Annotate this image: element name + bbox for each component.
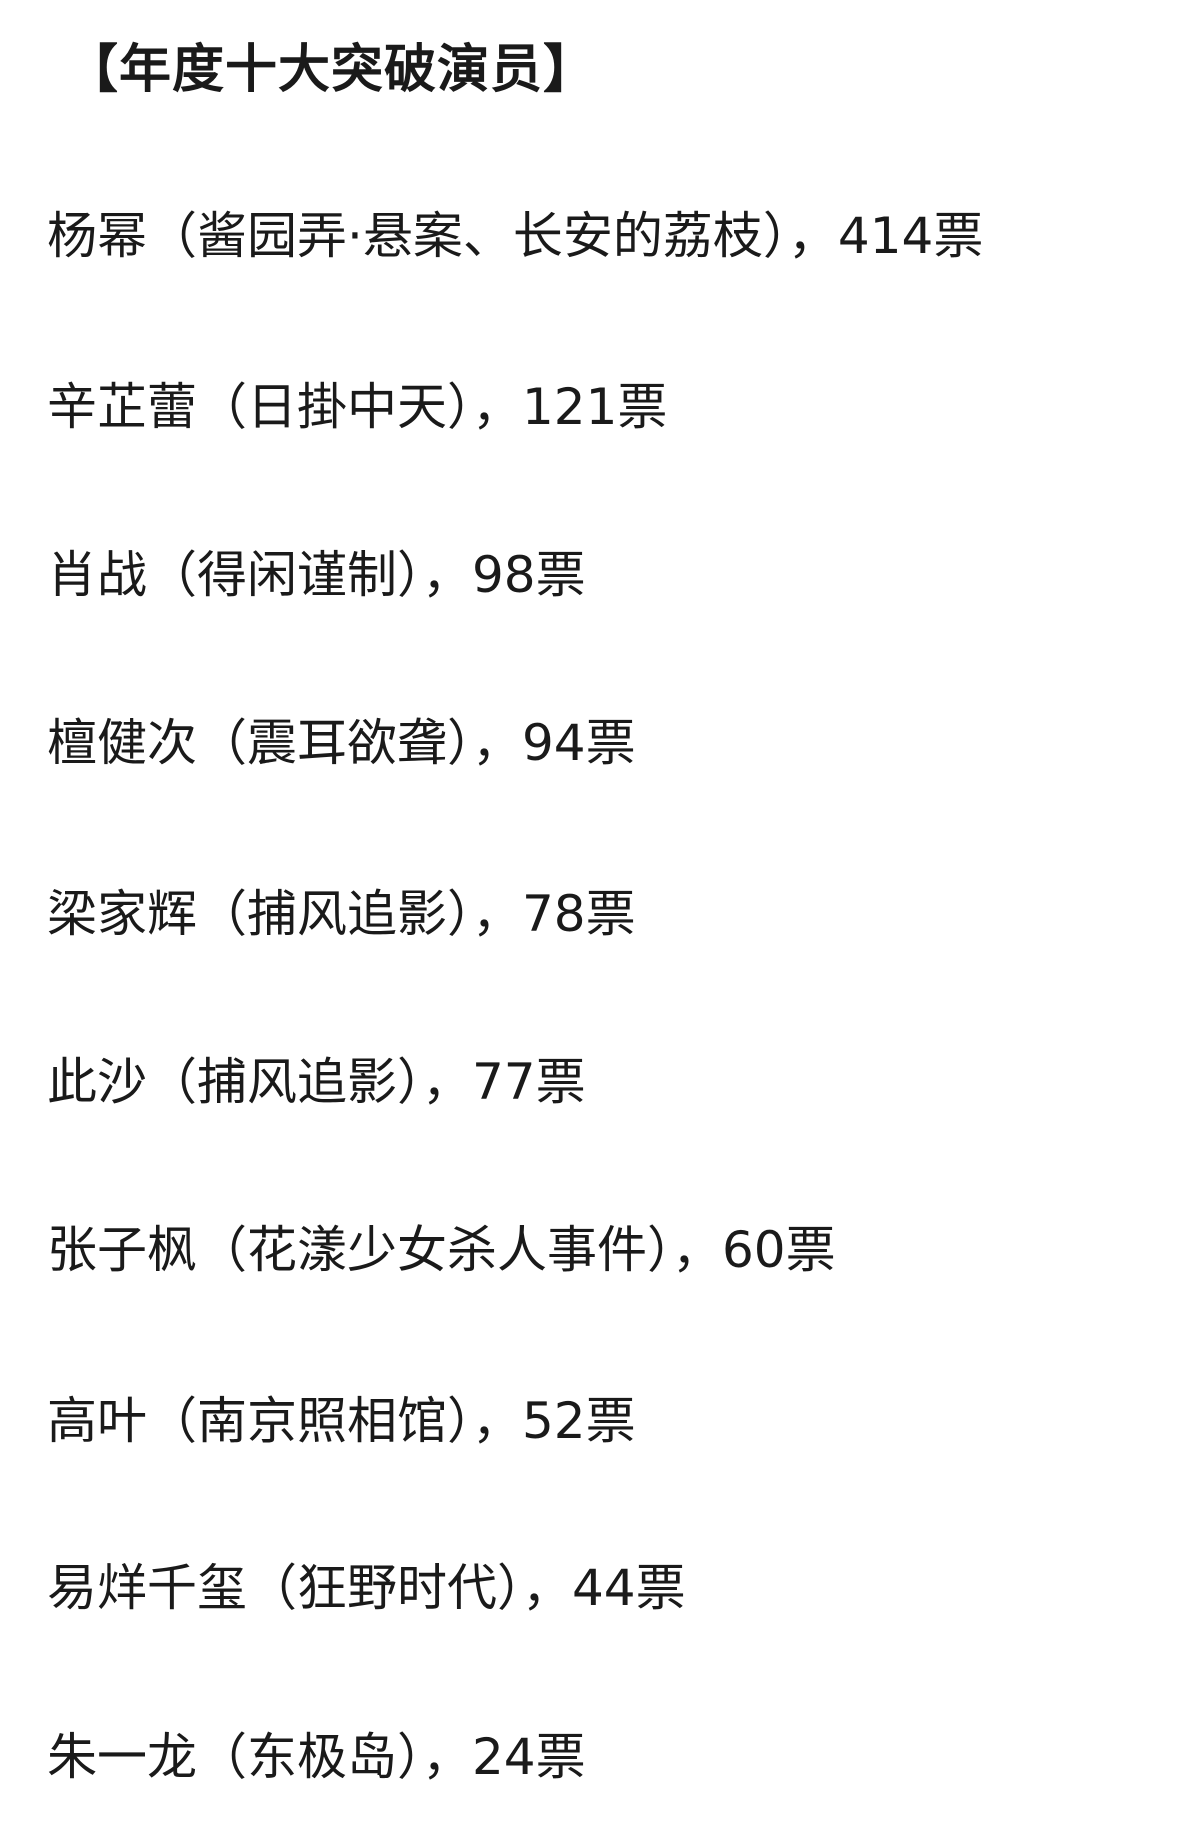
list-item: 朱一龙（东极岛），24票 [47,1728,586,1786]
list-item: 杨幂（酱园弄·悬案、长安的荔枝），414票 [47,207,984,265]
list-item: 张子枫（花漾少女杀人事件），60票 [47,1221,836,1279]
list-item: 此沙（捕风追影），77票 [47,1053,586,1111]
page-title: 【年度十大突破演员】 [66,40,597,100]
list-item: 檀健次（震耳欲聋），94票 [47,714,636,772]
list-item: 梁家辉（捕风追影），78票 [47,885,636,943]
list-item: 辛芷蕾（日掛中天），121票 [47,378,668,436]
list-item: 高叶（南京照相馆），52票 [47,1392,636,1450]
list-item: 易烊千玺（狂野时代），44票 [47,1559,686,1617]
list-item: 肖战（得闲谨制），98票 [47,546,586,604]
